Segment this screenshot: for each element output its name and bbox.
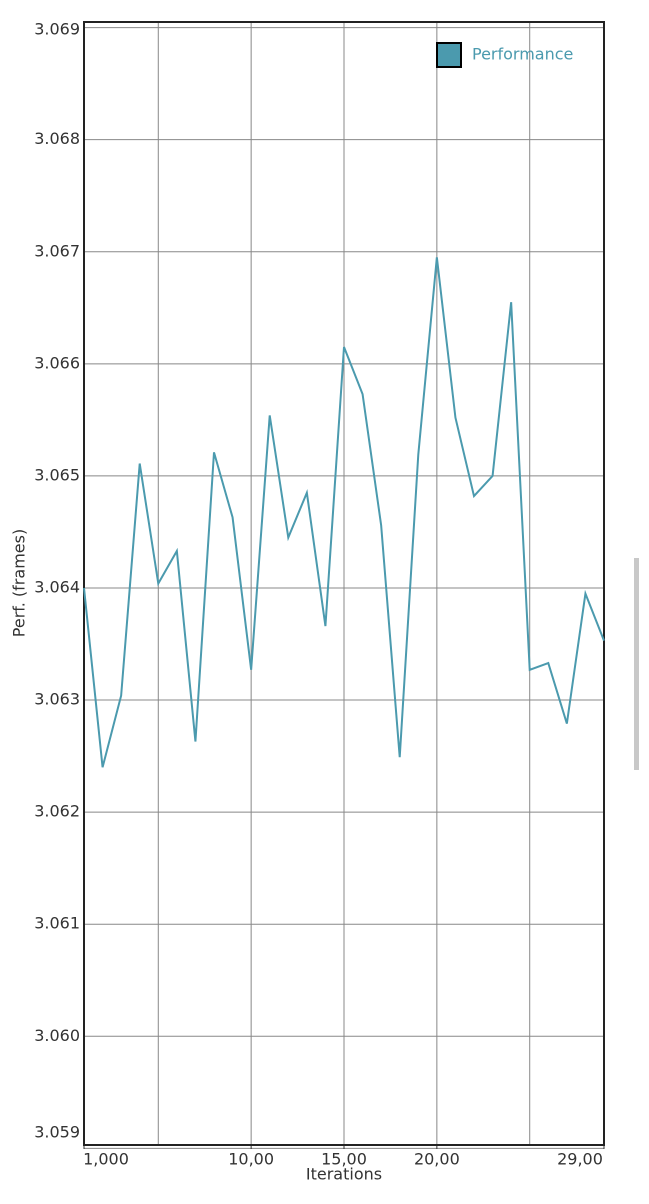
scrollbar [634, 558, 639, 770]
y-tick-label: 3.069 [34, 20, 80, 39]
y-axis-label: Perf. (frames) [10, 529, 29, 637]
y-tick-label: 3.064 [34, 577, 80, 596]
y-tick-label: 3.063 [34, 690, 80, 709]
line [83, 257, 605, 768]
x-axis-label: Iterations [306, 1165, 382, 1184]
y-tick-label: 3.061 [34, 914, 80, 933]
x-tick-label: 10,00 [228, 1150, 274, 1169]
plot-frame [83, 21, 605, 1146]
x-tick-label: 20,00 [414, 1150, 460, 1169]
y-tick-label: 3.059 [34, 1123, 80, 1142]
y-tick-label: 3.068 [34, 129, 80, 148]
y-tick-label: 3.065 [34, 465, 80, 484]
x-tick-label: 1,000 [83, 1150, 129, 1169]
x-tick-label: 15,00 [321, 1150, 367, 1169]
y-tick-label: 3.067 [34, 241, 80, 260]
y-tick-label: 3.062 [34, 802, 80, 821]
legend-swatch [436, 42, 462, 68]
legend-label: Performance [472, 45, 573, 64]
x-tick-label: 29,00 [557, 1150, 603, 1169]
y-tick-label: 3.060 [34, 1026, 80, 1045]
y-tick-label: 3.066 [34, 353, 80, 372]
